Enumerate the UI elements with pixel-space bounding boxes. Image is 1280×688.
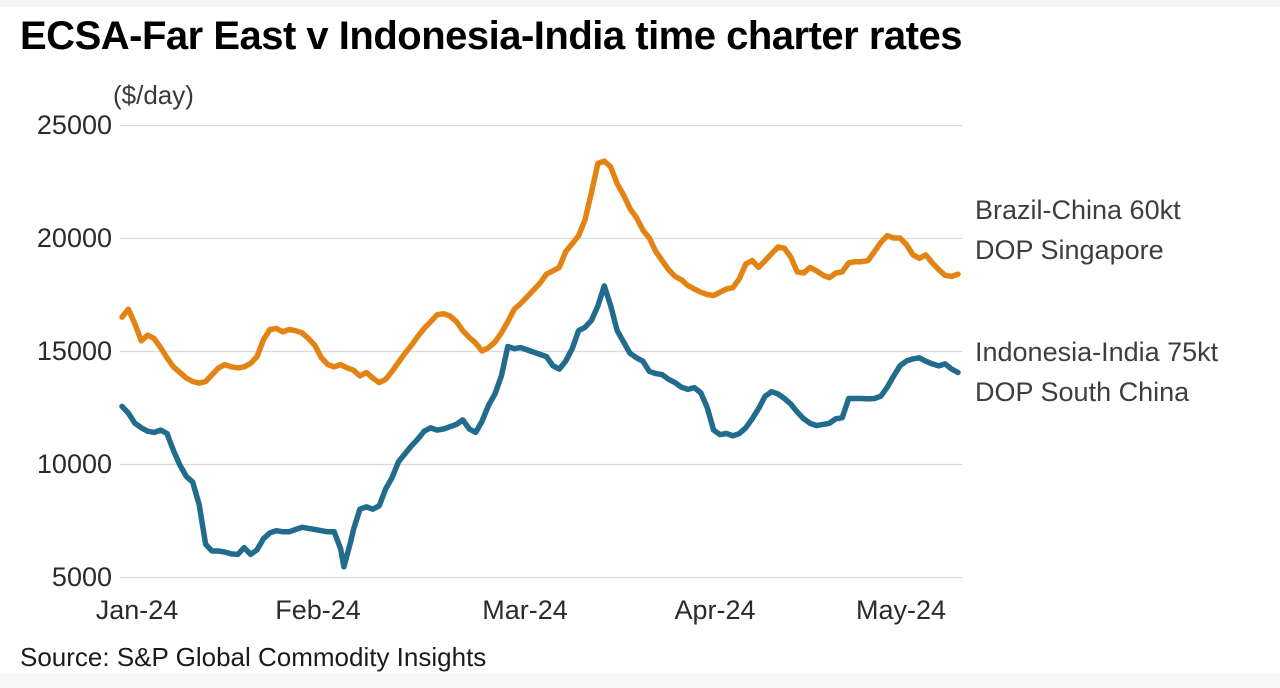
y-axis-tick-15000: 15000	[36, 336, 112, 366]
series-brazil-china-line	[119, 158, 961, 386]
legend-indonesia-india: Indonesia-India 75kt DOP South China	[975, 332, 1275, 412]
legend-indonesia-india-line2: DOP South China	[975, 377, 1190, 407]
y-axis-tick-20000: 20000	[36, 223, 112, 253]
y-axis-tick-5000: 5000	[51, 562, 112, 592]
y-axis-tick-10000: 10000	[36, 449, 112, 479]
x-axis-tick-feb-24: Feb-24	[275, 595, 361, 625]
legend-brazil-china-line1: Brazil-China 60kt	[975, 195, 1181, 225]
top-edge-margin	[0, 0, 1280, 7]
chart-title: ECSA-Far East v Indonesia-India time cha…	[20, 14, 962, 58]
y-axis-unit-label: ($/day)	[113, 80, 194, 110]
source-attribution: Source: S&P Global Commodity Insights	[20, 642, 487, 672]
x-axis-tick-jan-24: Jan-24	[95, 595, 179, 625]
x-axis-tick-apr-24: Apr-24	[674, 595, 756, 625]
series-indonesia-india-line	[119, 283, 961, 570]
y-axis-tick-25000: 25000	[36, 110, 112, 140]
legend-brazil-china-line2: DOP Singapore	[975, 235, 1164, 265]
x-axis-tick-may-24: May-24	[855, 595, 947, 625]
legend-indonesia-india-line1: Indonesia-India 75kt	[975, 337, 1219, 367]
legend-brazil-china: Brazil-China 60kt DOP Singapore	[975, 190, 1275, 270]
x-axis-tick-mar-24: Mar-24	[482, 595, 568, 625]
bottom-edge-margin	[0, 674, 1280, 688]
